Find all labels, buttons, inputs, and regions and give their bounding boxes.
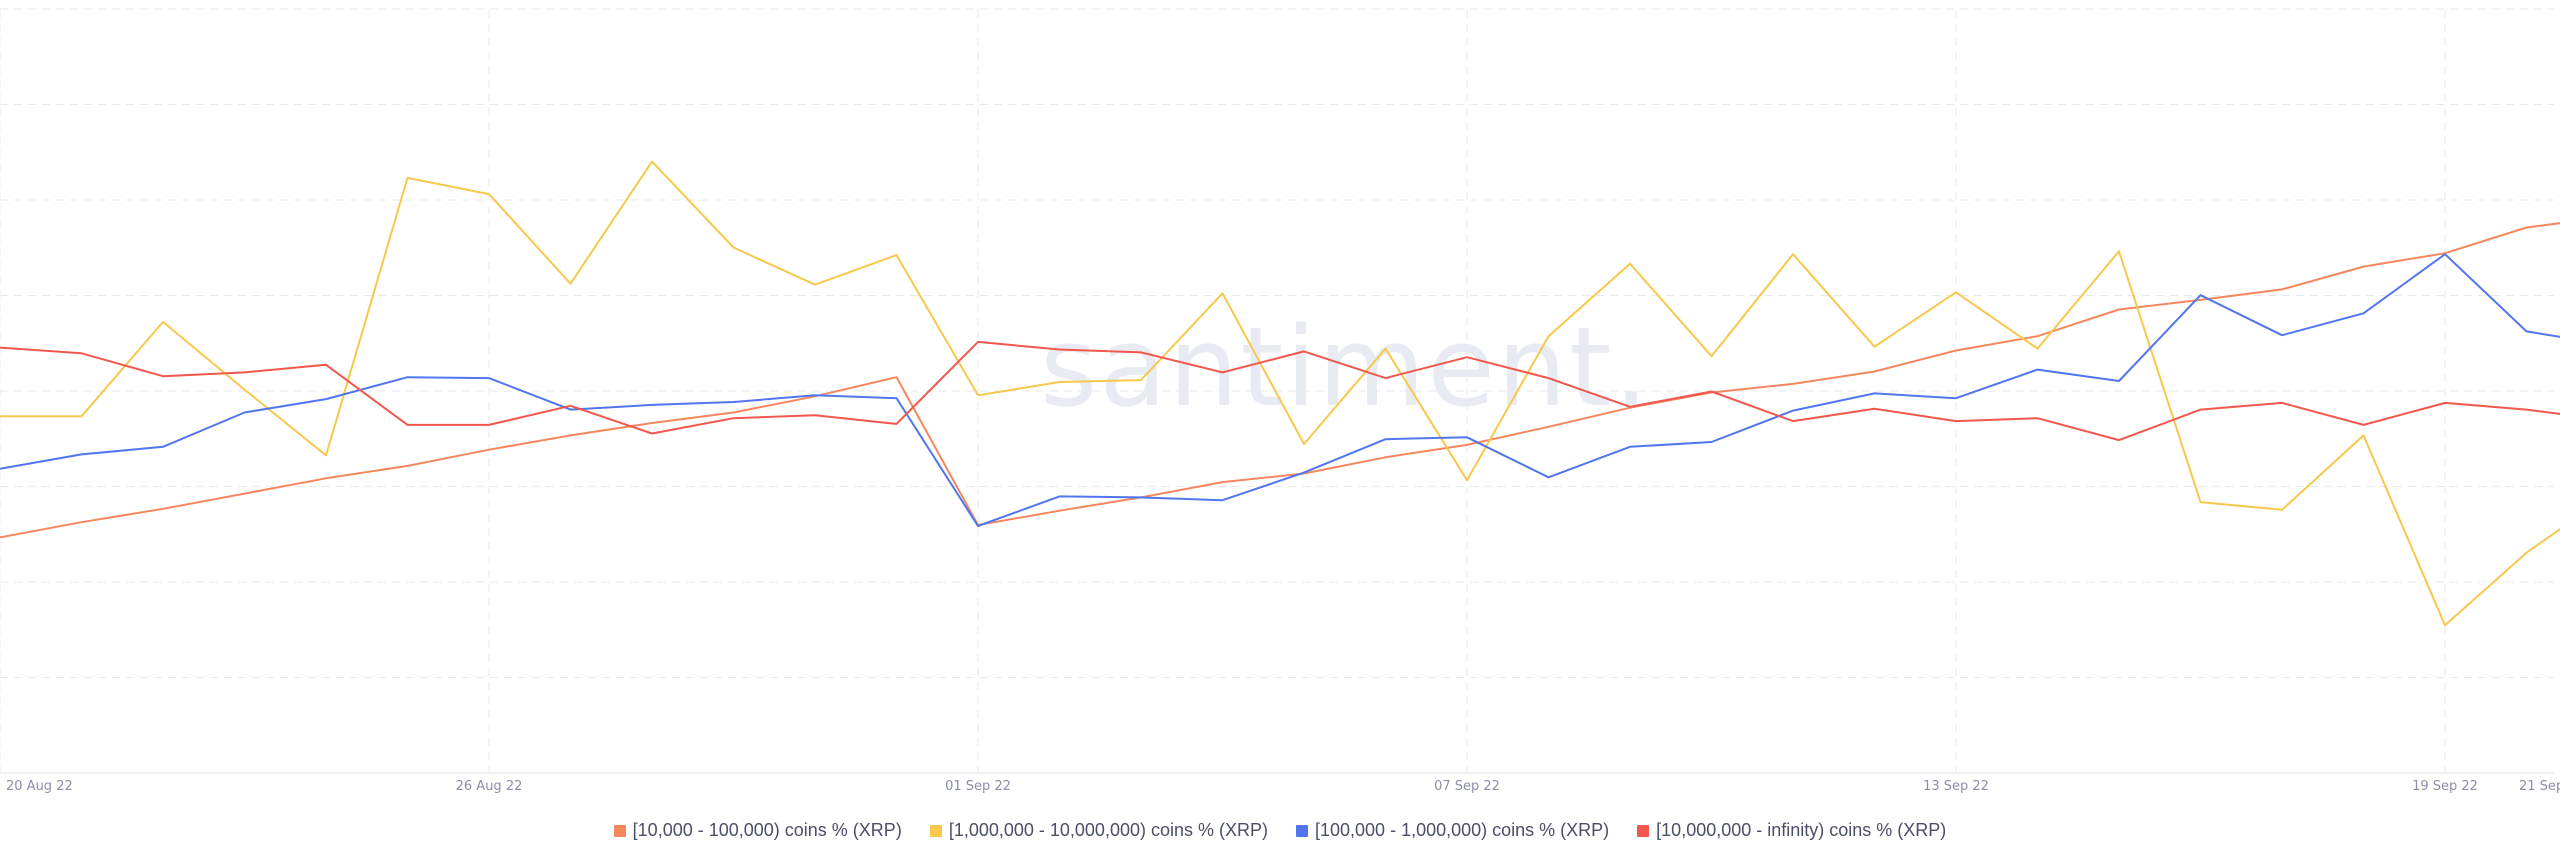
x-tick-label: 20 Aug 22 (6, 779, 73, 794)
x-tick-label: 07 Sep 22 (1434, 779, 1500, 794)
x-tick-label: 01 Sep 22 (945, 779, 1011, 794)
legend-label: [10,000,000 - infinity) coins % (XRP) (1656, 820, 1947, 840)
legend-item-3[interactable]: [10,000,000 - infinity) coins % (XRP) (1637, 820, 1946, 841)
series-line-1 (0, 160, 2560, 627)
line-chart: santiment. 20 Aug 22 26 Aug 22 01 Sep 22 07… (0, 8, 2560, 794)
series-layer (0, 160, 2560, 627)
chart-legend: [10,000 - 100,000) coins % (XRP) [1,000,0… (0, 820, 2560, 841)
legend-label: [10,000 - 100,000) coins % (XRP) (632, 820, 902, 840)
legend-swatch (1296, 824, 1308, 837)
series-line-3 (0, 340, 2560, 442)
x-tick-label: 19 Sep 22 (2412, 779, 2478, 794)
series-line-2 (0, 253, 2560, 527)
watermark: santiment. (1040, 303, 1651, 431)
chart-grid (0, 8, 2554, 774)
legend-swatch (613, 824, 626, 837)
legend-swatch (1637, 824, 1650, 837)
legend-swatch (929, 824, 942, 837)
legend-label: [1,000,000 - 10,000,000) coins % (XRP) (948, 820, 1268, 840)
legend-label: [100,000 - 1,000,000) coins % (XRP) (1315, 820, 1610, 840)
legend-item-1[interactable]: [1,000,000 - 10,000,000) coins % (XRP) (929, 820, 1268, 841)
x-axis-ticks: 20 Aug 22 26 Aug 22 01 Sep 22 07 Sep 22 13 S… (6, 779, 2560, 794)
legend-item-2[interactable]: [100,000 - 1,000,000) coins % (XRP) (1296, 820, 1609, 841)
x-tick-label: 13 Sep 22 (1923, 779, 1989, 794)
legend-item-0[interactable]: [10,000 - 100,000) coins % (XRP) (613, 820, 902, 841)
x-tick-label: 26 Aug 22 (456, 779, 523, 794)
x-tick-label: 21 Sep 22 (2519, 779, 2560, 794)
